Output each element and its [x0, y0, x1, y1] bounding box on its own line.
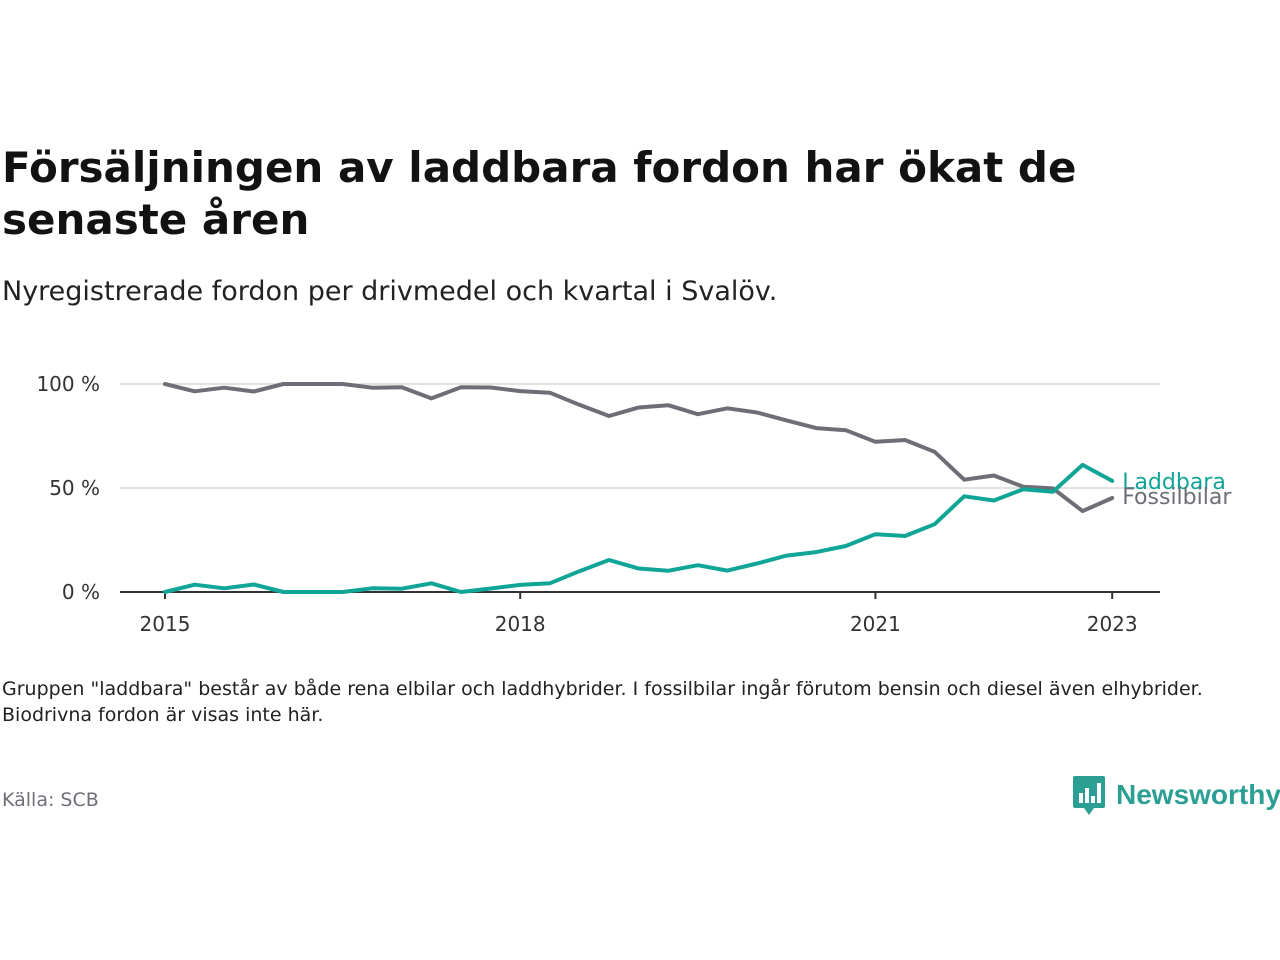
end-label-fossilbilar: Fossilbilar — [1122, 485, 1232, 510]
newsworthy-logo-icon — [1073, 776, 1105, 815]
y-tick-label: 0 % — [62, 580, 100, 604]
x-tick-label: 2018 — [495, 612, 546, 636]
series-line-fossilbilar — [163, 382, 1115, 514]
series-line-laddbara — [163, 462, 1115, 594]
newsworthy-logo[interactable]: Newsworthy — [1072, 774, 1280, 816]
y-tick-label: 100 % — [36, 372, 100, 396]
y-axis-ticks: 0 % 50 % 100 % — [36, 372, 100, 604]
x-tick-label: 2021 — [850, 612, 901, 636]
chart-title: Försäljningen av laddbara fordon har öka… — [2, 143, 1077, 244]
end-label-laddbara: Laddbara — [1122, 470, 1226, 495]
x-tick-label: 2015 — [140, 612, 191, 636]
brand-name: Newsworthy — [1116, 779, 1280, 810]
series-lines — [163, 382, 1115, 594]
gridlines — [120, 383, 1160, 489]
x-tick-label: 2023 — [1087, 612, 1138, 636]
source-label: Källa: SCB — [2, 789, 99, 811]
x-axis-ticks: 2015 2018 2021 2023 — [120, 591, 1160, 636]
y-tick-label: 50 % — [49, 476, 100, 500]
chart-note: Gruppen "laddbara" består av både rena e… — [2, 678, 1203, 726]
line-chart: 0 % 50 % 100 % 2015 2018 2021 2023 LaddbaraFo… — [36, 372, 1232, 636]
chart-subtitle: Nyregistrerade fordon per drivmedel och … — [2, 276, 778, 307]
